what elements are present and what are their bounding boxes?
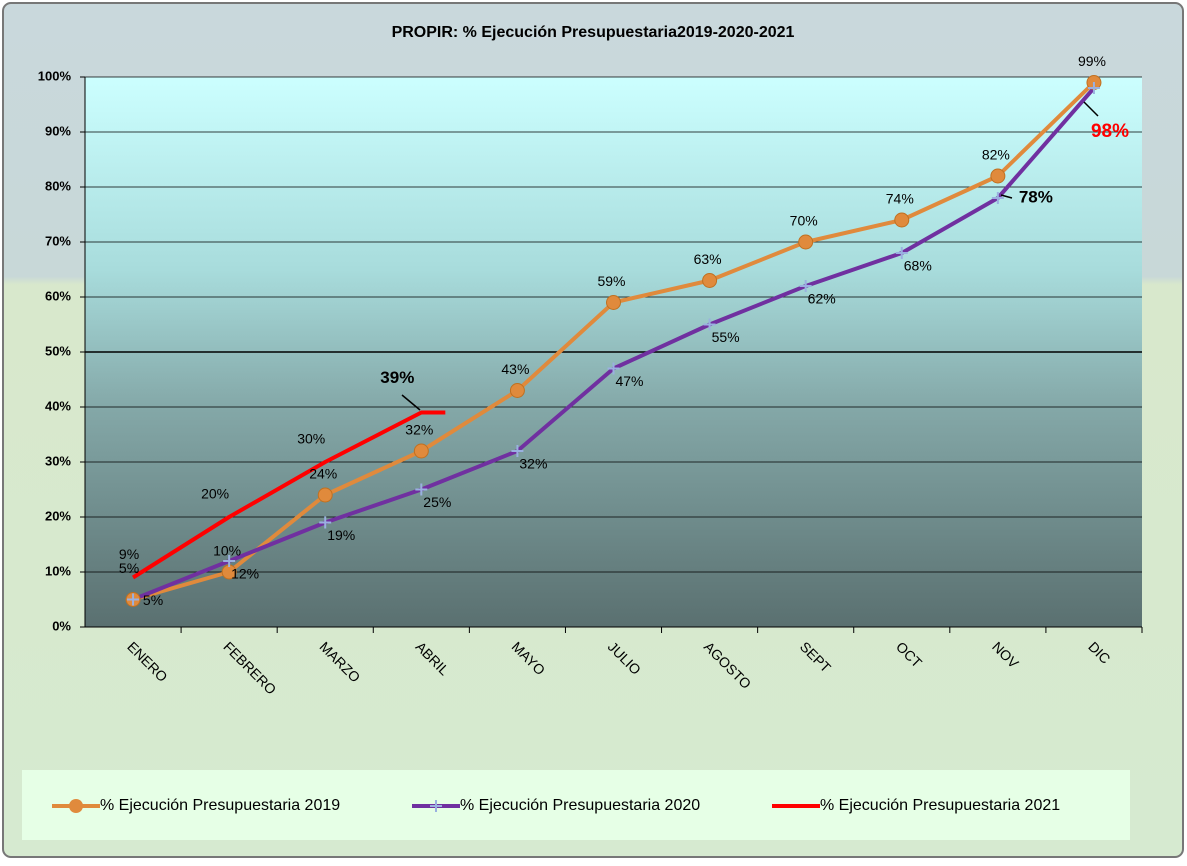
data-label: 25%: [423, 494, 451, 510]
series-line: [131, 410, 446, 580]
marker: [1087, 82, 1100, 94]
data-label: 5%: [143, 592, 163, 608]
marker: [127, 593, 140, 606]
data-label: 63%: [694, 251, 722, 267]
y-tick-label: 10%: [45, 563, 71, 578]
data-label: 32%: [405, 422, 433, 438]
marker: [509, 383, 525, 398]
data-label: 68%: [904, 258, 932, 274]
y-tick-label: 60%: [45, 288, 71, 303]
y-tick-label: 0%: [52, 618, 71, 633]
marker: [511, 445, 524, 457]
data-label: 62%: [808, 291, 836, 307]
data-label: 55%: [712, 329, 740, 345]
marker: [415, 483, 428, 496]
data-label: 82%: [982, 147, 1010, 163]
chart-title: PROPIR: % Ejecución Presupuestaria2019-2…: [392, 24, 795, 41]
data-label: 78%: [1019, 187, 1053, 206]
data-label: 12%: [231, 566, 259, 582]
marker: [799, 280, 812, 292]
marker: [223, 555, 236, 567]
data-label: 24%: [309, 466, 337, 482]
y-tick-label: 80%: [45, 178, 71, 193]
marker: [606, 295, 621, 310]
y-tick-label: 70%: [45, 233, 71, 248]
legend-label: % Ejecución Presupuestaria 2020: [460, 797, 700, 814]
callout: [401, 394, 421, 411]
marker: [895, 247, 908, 259]
callout: [1000, 194, 1013, 199]
marker: [990, 168, 1006, 184]
y-tick-label: 30%: [45, 453, 71, 468]
y-tick-label: 50%: [45, 343, 71, 358]
data-label: 59%: [597, 273, 625, 289]
data-label: 5%: [119, 560, 139, 576]
y-tick-label: 100%: [38, 68, 72, 83]
legend-marker: [430, 800, 442, 812]
marker: [894, 212, 910, 228]
legend-label: % Ejecución Presupuestaria 2021: [820, 797, 1060, 814]
marker: [607, 362, 620, 375]
callout: [1083, 101, 1099, 117]
legend-label: % Ejecución Presupuestaria 2019: [100, 797, 340, 814]
data-label: 30%: [297, 431, 325, 447]
y-tick-label: 90%: [45, 123, 71, 138]
data-label: 99%: [1078, 53, 1106, 69]
marker: [703, 318, 716, 331]
marker: [991, 192, 1004, 204]
data-label: 47%: [615, 373, 643, 389]
data-label: 98%: [1091, 121, 1129, 142]
marker: [413, 443, 429, 459]
marker: [798, 234, 814, 250]
data-label: 9%: [119, 546, 139, 562]
data-label: 20%: [201, 486, 229, 502]
marker: [317, 487, 333, 503]
data-label: 74%: [886, 191, 914, 207]
marker: [319, 516, 332, 529]
y-tick-label: 40%: [45, 398, 71, 413]
data-label: 39%: [380, 368, 414, 387]
data-label: 43%: [501, 361, 529, 377]
marker: [702, 273, 718, 288]
legend-marker: [69, 799, 83, 813]
data-label: 19%: [327, 527, 355, 543]
data-label: 70%: [790, 213, 818, 229]
data-label: 10%: [213, 543, 241, 559]
y-tick-label: 20%: [45, 508, 71, 523]
data-label: 32%: [519, 456, 547, 472]
legend: [22, 770, 1130, 840]
